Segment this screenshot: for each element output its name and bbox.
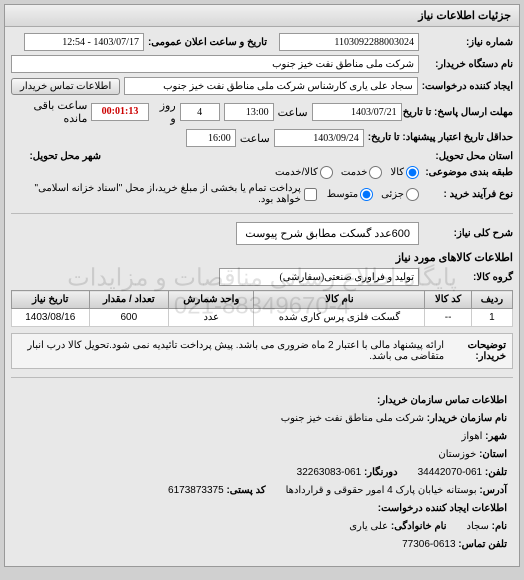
note-label: توضیحات خریدار: <box>444 340 506 362</box>
deadline-label: مهلت ارسال پاسخ: تا تاریخ: <box>406 107 513 118</box>
summary-value: 600عدد گسکت مطابق شرح پیوست <box>236 222 419 245</box>
process-note-check[interactable]: پرداخت تمام یا بخشی از مبلغ خرید،از محل … <box>11 183 317 205</box>
province-label: استان: <box>479 449 507 460</box>
table-cell: 600 <box>89 309 169 327</box>
postal-label: کد پستی: <box>226 485 265 496</box>
process-label: نوع فرآیند خرید : <box>423 189 513 200</box>
note-text: ارائه پیشنهاد مالی با اعتبار 2 ماه ضروری… <box>18 340 444 362</box>
row-process: نوع فرآیند خرید : جزئی متوسط پرداخت تمام… <box>11 183 513 205</box>
radio-goods-label[interactable]: کالا <box>390 166 419 179</box>
process-note-checkbox[interactable] <box>304 188 317 201</box>
panel-header: جزئیات اطلاعات نیاز <box>5 5 519 27</box>
delivery-province-label: استان محل تحویل: <box>423 151 513 162</box>
table-header: ردیف <box>471 291 512 309</box>
postal-value: 6173873375 <box>168 485 224 496</box>
table-cell: عدد <box>169 309 254 327</box>
buyer-org-label: نام دستگاه خریدار: <box>423 59 513 70</box>
radio-small-label[interactable]: جزئی <box>381 188 419 201</box>
table-header: تاریخ نیاز <box>12 291 90 309</box>
table-cell: -- <box>425 309 471 327</box>
contact-title: اطلاعات تماس سازمان خریدار: <box>377 395 507 406</box>
org-name-label: نام سازمان خریدار: <box>427 413 507 424</box>
radio-medium-label[interactable]: متوسط <box>327 188 373 201</box>
phone-value: 061-34442070 <box>418 467 483 478</box>
days-input[interactable] <box>180 103 220 121</box>
name-label: نام: <box>492 521 507 532</box>
category-label: طبقه بندی موضوعی: <box>423 167 513 178</box>
process-radio-group: جزئی متوسط <box>327 188 419 201</box>
group-input[interactable] <box>219 268 419 286</box>
radio-medium[interactable] <box>360 188 373 201</box>
row-validity: حداقل تاریخ اعتبار پیشنهاد: تا تاریخ: سا… <box>11 129 513 147</box>
row-deadline: مهلت ارسال پاسخ: تا تاریخ: ساعت روز و 00… <box>11 99 513 125</box>
address-value: بوستانه خیابان پارک 4 امور حقوقی و قرارد… <box>286 485 477 496</box>
radio-service[interactable] <box>369 166 382 179</box>
items-table: ردیفکد کالانام کالاواحد شمارشتعداد / مقد… <box>11 290 513 327</box>
table-header: تعداد / مقدار <box>89 291 169 309</box>
radio-goods[interactable] <box>406 166 419 179</box>
buyer-note-box: توضیحات خریدار: ارائه پیشنهاد مالی با اع… <box>11 333 513 369</box>
table-cell: گسکت فلزی پرس کاری شده <box>254 309 425 327</box>
table-header: کد کالا <box>425 291 471 309</box>
countdown-timer: 00:01:13 <box>91 103 148 121</box>
details-panel: جزئیات اطلاعات نیاز شماره نیاز: تاریخ و … <box>4 4 520 567</box>
province-value: خوزستان <box>438 449 476 460</box>
city-label: شهر: <box>485 431 507 442</box>
items-table-body: 1--گسکت فلزی پرس کاری شدهعدد6001403/08/1… <box>12 309 513 327</box>
table-row: 1--گسکت فلزی پرس کاری شدهعدد6001403/08/1… <box>12 309 513 327</box>
creator-info-title: اطلاعات ایجاد کننده درخواست: <box>378 503 507 514</box>
surname-label: نام خانوادگی: <box>391 521 447 532</box>
row-category: طبقه بندی موضوعی: کالا خدمت کالا/خدمت <box>11 166 513 179</box>
validity-label: حداقل تاریخ اعتبار پیشنهاد: تا تاریخ: <box>368 132 513 144</box>
table-cell: 1 <box>471 309 512 327</box>
group-label: گروه کالا: <box>423 272 513 283</box>
summary-label: شرح کلی نیاز: <box>423 228 513 239</box>
announce-label: تاریخ و ساعت اعلان عمومی: <box>148 37 267 48</box>
days-label: روز و <box>153 99 176 125</box>
items-table-head: ردیفکد کالانام کالاواحد شمارشتعداد / مقد… <box>12 291 513 309</box>
contact-info-button[interactable]: اطلاعات تماس خریدار <box>11 78 120 95</box>
fax-value: 061-32263083 <box>297 467 362 478</box>
radio-both[interactable] <box>320 166 333 179</box>
org-name: شرکت ملی مناطق نفت خیز جنوب <box>281 413 424 424</box>
deadline-date-input[interactable] <box>312 103 402 121</box>
creator-input[interactable] <box>124 77 417 95</box>
announce-input[interactable] <box>24 33 144 51</box>
contact-phone-value: 0613-77306 <box>402 539 455 550</box>
radio-service-label[interactable]: خدمت <box>341 166 383 179</box>
creator-label: ایجاد کننده درخواست: <box>422 81 513 92</box>
request-no-label: شماره نیاز: <box>423 37 513 48</box>
time-label-1: ساعت <box>278 106 308 119</box>
time-label-2: ساعت <box>240 132 270 145</box>
row-group: گروه کالا: <box>11 268 513 286</box>
row-delivery: استان محل تحویل: شهر محل تحویل: <box>11 151 513 162</box>
panel-body: شماره نیاز: تاریخ و ساعت اعلان عمومی: نا… <box>5 27 519 566</box>
row-request-no: شماره نیاز: تاریخ و ساعت اعلان عمومی: <box>11 33 513 51</box>
row-buyer-org: نام دستگاه خریدار: <box>11 55 513 73</box>
table-header: نام کالا <box>254 291 425 309</box>
row-creator: ایجاد کننده درخواست: اطلاعات تماس خریدار <box>11 77 513 95</box>
name-value: سجاد <box>467 521 489 532</box>
row-summary: شرح کلی نیاز: 600عدد گسکت مطابق شرح پیوس… <box>11 222 513 245</box>
buyer-org-input[interactable] <box>11 55 419 73</box>
remaining-label: ساعت باقی مانده <box>11 99 87 125</box>
city-value: اهواز <box>462 431 483 442</box>
surname-value: علی یاری <box>349 521 388 532</box>
request-no-input[interactable] <box>279 33 419 51</box>
radio-both-label[interactable]: کالا/خدمت <box>275 166 333 179</box>
phone-label: تلفن: <box>485 467 507 478</box>
table-cell: 1403/08/16 <box>12 309 90 327</box>
address-label: آدرس: <box>479 485 507 496</box>
category-radio-group: کالا خدمت کالا/خدمت <box>275 166 419 179</box>
deadline-time-input[interactable] <box>224 103 274 121</box>
contact-section: اطلاعات تماس سازمان خریدار: نام سازمان خ… <box>11 386 513 560</box>
validity-date-input[interactable] <box>274 129 364 147</box>
contact-phone-label: تلفن تماس: <box>458 539 507 550</box>
fax-label: دورنگار: <box>364 467 398 478</box>
delivery-city-label: شهر محل تحویل: <box>11 151 101 162</box>
validity-time-input[interactable] <box>186 129 236 147</box>
radio-small[interactable] <box>406 188 419 201</box>
table-header: واحد شمارش <box>169 291 254 309</box>
items-title: اطلاعات کالاهای مورد نیاز <box>11 251 513 264</box>
